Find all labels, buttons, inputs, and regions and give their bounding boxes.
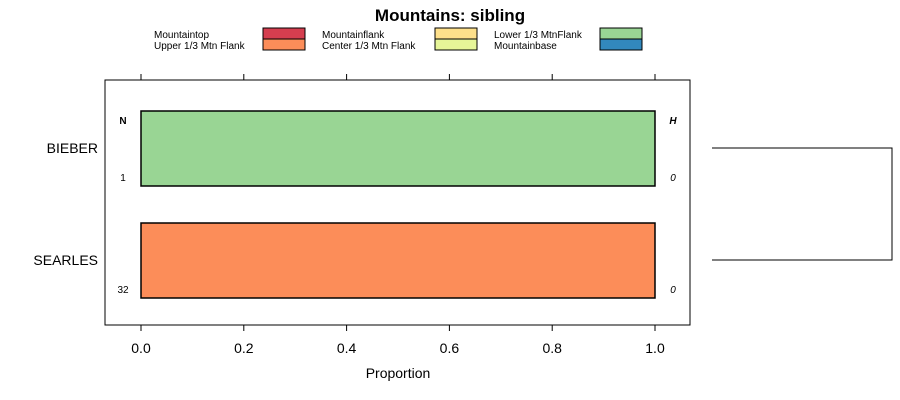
legend-swatch <box>262 27 306 40</box>
x-tick-label: 0.0 <box>131 340 151 356</box>
x-tick-label: 0.2 <box>234 340 254 356</box>
plot-panel-border <box>104 79 691 326</box>
legend-label: Lower 1/3 MtnFlank <box>494 30 583 41</box>
x-tick-label: 1.0 <box>645 340 665 356</box>
chart-title: Mountains: sibling <box>375 6 525 25</box>
legend-label: Center 1/3 Mtn Flank <box>322 41 416 52</box>
h-column-header: H <box>669 116 677 127</box>
x-tick-label: 0.4 <box>337 340 357 356</box>
legend-label: Mountainflank <box>322 30 385 41</box>
legend-label: Mountainbase <box>494 41 557 52</box>
plot-area: 0.0 0.2 0.4 0.6 0.8 1.0 N H BIEBER 1 0 SEARLES 32 0 <box>33 74 691 356</box>
category-label: BIEBER <box>47 140 98 156</box>
legend-swatch <box>434 27 478 40</box>
legend-swatch <box>599 38 643 51</box>
x-axis-title: Proportion <box>366 365 431 381</box>
x-tick-label: 0.8 <box>542 340 562 356</box>
legend-label: Upper 1/3 Mtn Flank <box>154 41 246 52</box>
dendrogram-branch <box>712 147 893 261</box>
x-tick-label: 0.6 <box>440 340 460 356</box>
legend-label: Mountaintop <box>154 30 209 41</box>
bar-segment <box>140 222 656 299</box>
h-value: 0 <box>670 173 676 184</box>
h-value: 0 <box>670 285 676 296</box>
n-value: 32 <box>117 285 129 296</box>
n-value: 1 <box>120 173 126 184</box>
legend-swatch <box>434 38 478 51</box>
n-column-header: N <box>119 116 126 127</box>
bar-segment <box>140 110 656 187</box>
category-label: SEARLES <box>33 252 98 268</box>
dendrogram <box>712 147 893 261</box>
legend-swatch <box>262 38 306 51</box>
legend-swatch <box>599 27 643 40</box>
